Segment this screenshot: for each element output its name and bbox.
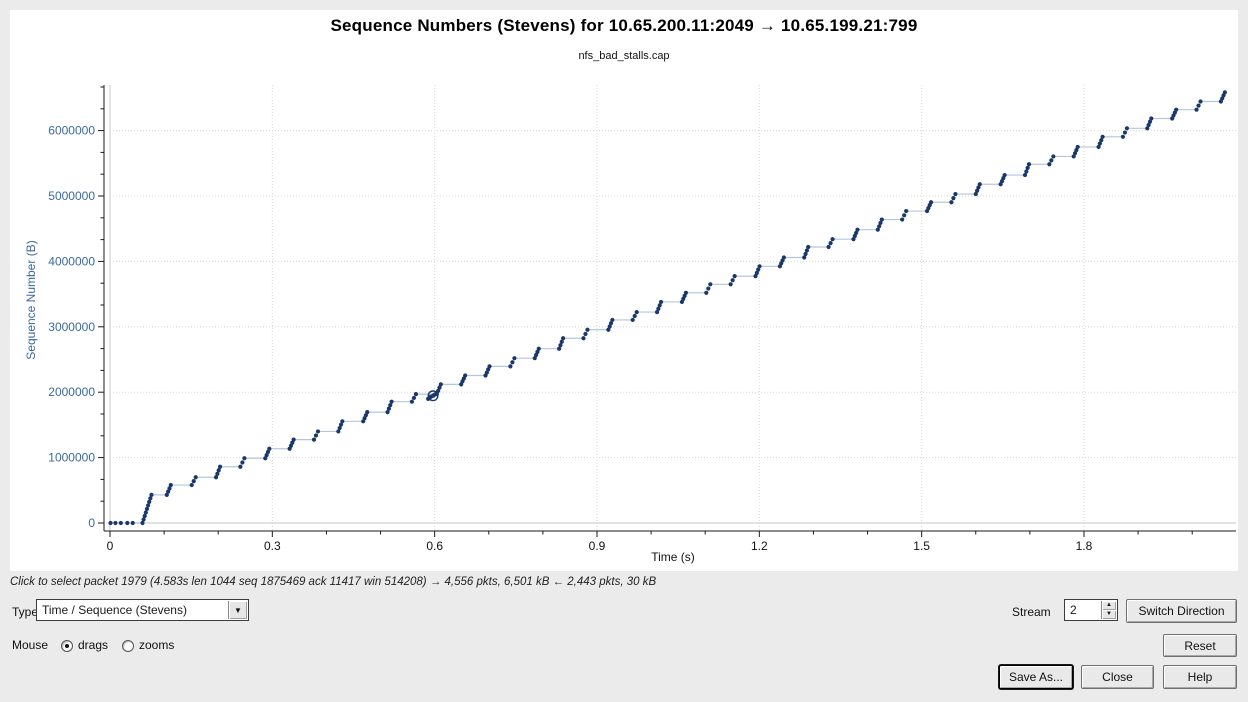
save-as-button[interactable]: Save As... (999, 665, 1073, 689)
help-button[interactable]: Help (1163, 665, 1237, 689)
mouse-label: Mouse (12, 638, 49, 652)
svg-text:0: 0 (107, 539, 114, 553)
chart-title: Sequence Numbers (Stevens) for 10.65.200… (330, 16, 918, 35)
x-axis-title: Time (s) (651, 550, 695, 564)
stream-label: Stream (1012, 605, 1051, 619)
radio-selected-icon (61, 640, 73, 652)
zero-gridlines (109, 85, 1236, 531)
spin-down-icon[interactable]: ▼ (1102, 610, 1116, 619)
data-points (108, 90, 1227, 526)
graph-type-dropdown[interactable]: Time / Sequence (Stevens) ▼ (36, 599, 249, 621)
status-hint: Click to select packet 1979 (4.583s len … (10, 576, 657, 588)
chevron-down-icon: ▼ (228, 601, 247, 619)
stream-spinner[interactable]: 2 ▲ ▼ (1064, 599, 1118, 621)
y-axis-title: Sequence Number (B) (24, 240, 38, 360)
close-button[interactable]: Close (1081, 665, 1154, 689)
svg-text:1.2: 1.2 (751, 539, 768, 553)
svg-text:4000000: 4000000 (48, 254, 95, 268)
svg-text:1.8: 1.8 (1076, 539, 1093, 553)
svg-text:1000000: 1000000 (48, 451, 95, 465)
switch-direction-button[interactable]: Switch Direction (1126, 599, 1237, 623)
stream-value: 2 (1070, 603, 1077, 617)
segment-connectors (132, 100, 1221, 524)
x-axis-ticks: 0 0.3 0.6 0.9 1.2 1.5 1.8 (107, 531, 1193, 553)
axes (103, 85, 1236, 532)
type-label: Type (12, 605, 39, 619)
reset-button[interactable]: Reset (1163, 634, 1237, 657)
tcp-stream-graph[interactable]: 0 0.3 0.6 0.9 1.2 1.5 1.8 0 1000000 2000000 300000… (10, 10, 1238, 571)
y-axis-ticks: 0 1000000 2000000 3000000 4000000 5000000 6000… (48, 86, 104, 530)
chart-subtitle: nfs_bad_stalls.cap (578, 50, 670, 62)
mouse-zooms-label: zooms (139, 638, 175, 652)
graph-type-value: Time / Sequence (Stevens) (42, 603, 187, 617)
svg-text:0.9: 0.9 (589, 539, 606, 553)
svg-text:5000000: 5000000 (48, 189, 95, 203)
svg-text:2000000: 2000000 (48, 385, 95, 399)
svg-text:0: 0 (88, 516, 95, 530)
mouse-drags-label: drags (78, 638, 109, 652)
mouse-zooms-radio[interactable]: zooms (122, 638, 182, 654)
hovered-packet-ring (427, 390, 439, 402)
spinner-buttons: ▲ ▼ (1101, 601, 1116, 619)
svg-text:0.3: 0.3 (264, 539, 281, 553)
svg-text:3000000: 3000000 (48, 320, 95, 334)
radio-unselected-icon (122, 640, 134, 652)
graph-canvas: 0 0.3 0.6 0.9 1.2 1.5 1.8 0 1000000 2000000 300000… (10, 10, 1238, 571)
mouse-drags-radio[interactable]: drags (61, 638, 116, 654)
svg-text:0.6: 0.6 (426, 539, 443, 553)
major-gridlines (110, 85, 1236, 531)
spin-up-icon[interactable]: ▲ (1102, 601, 1116, 610)
svg-text:6000000: 6000000 (48, 124, 95, 138)
svg-text:1.5: 1.5 (913, 539, 930, 553)
